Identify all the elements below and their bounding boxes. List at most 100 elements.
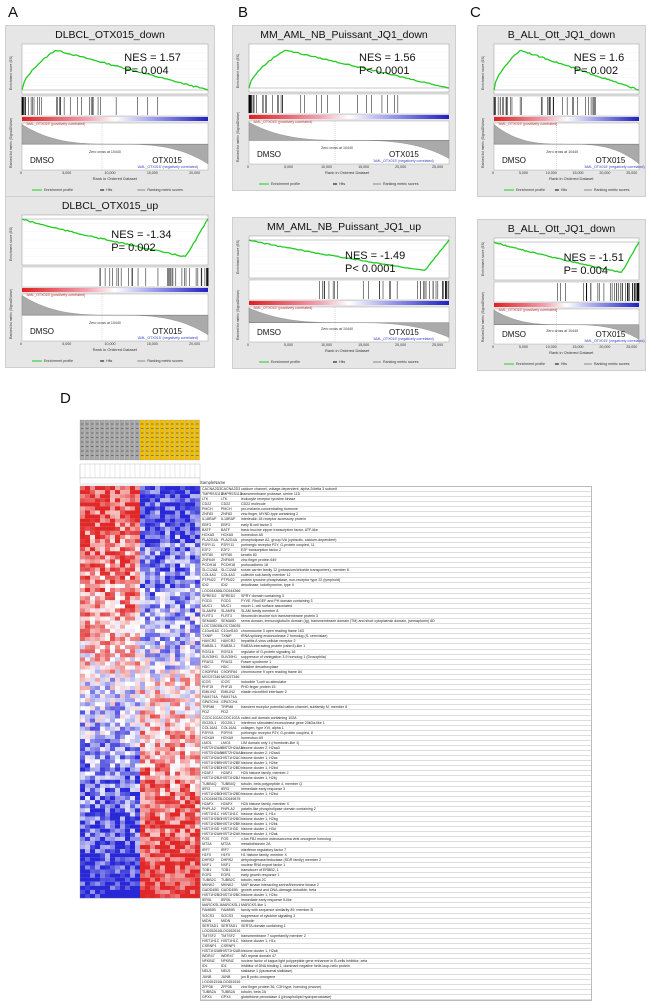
heatmap-cell <box>140 555 146 560</box>
heatmap-cell <box>190 555 196 560</box>
heatmap-cell <box>115 751 121 756</box>
heatmap-cell <box>120 608 126 613</box>
ranking-color-bar <box>249 115 449 119</box>
heatmap-cell <box>90 510 96 515</box>
heatmap-cell <box>110 592 116 597</box>
heatmap-cell <box>180 857 186 862</box>
heatmap-cell <box>90 522 96 527</box>
heatmap-cell <box>160 889 166 895</box>
heatmap-cell <box>100 526 106 531</box>
heatmap-cell <box>185 853 191 858</box>
heatmap-cell <box>165 845 171 850</box>
heatmap-cell <box>80 845 86 850</box>
heatmap-cell <box>165 522 171 527</box>
heatmap-cell <box>125 885 131 890</box>
heatmap-cell <box>125 763 131 768</box>
heatmap-cell <box>170 673 176 678</box>
gene-id: SLC12A8 <box>221 568 237 573</box>
x-tick-label: 15,000 <box>358 165 370 169</box>
heatmap-cell <box>190 820 196 825</box>
heatmap-cell <box>165 787 171 793</box>
heatmap-cell <box>145 812 151 817</box>
heatmap-cell <box>185 620 191 625</box>
heatmap-cell <box>150 779 156 784</box>
heatmap-cell <box>130 498 136 503</box>
gene-description: FYVE, RhoGEF and PH domain containing 3 <box>241 598 313 603</box>
heatmap-cell <box>105 661 111 666</box>
heatmap-cell <box>135 779 141 784</box>
heatmap-cell <box>155 698 161 703</box>
heatmap-cell <box>85 694 91 699</box>
heatmap-cell <box>90 800 96 805</box>
heatmap-cell <box>175 710 181 715</box>
heatmap-cell <box>170 889 176 895</box>
heatmap-cell <box>85 498 91 503</box>
heatmap-cell <box>85 877 91 882</box>
heatmap-cell <box>165 628 171 633</box>
heatmap-cell <box>170 632 176 638</box>
heatmap-cell <box>135 543 141 548</box>
heatmap-cell <box>180 624 186 629</box>
gene-symbol: FLRT3 <box>202 613 213 618</box>
gene-row: PCDH18 PCDH18 protocadherin 18 <box>201 563 591 569</box>
heatmap-cell <box>135 645 141 650</box>
heatmap-cell <box>150 885 156 890</box>
heatmap-cell <box>130 836 136 842</box>
heatmap-cell <box>95 865 101 870</box>
heatmap-cell <box>90 514 96 519</box>
legend-hits: Hits <box>106 188 113 192</box>
x-tick-label: 0 <box>20 342 22 346</box>
heatmap-cell <box>85 714 91 719</box>
heatmap-cell <box>120 530 126 536</box>
heatmap-cell <box>195 624 201 629</box>
heatmap-cell <box>165 869 171 874</box>
heatmap-cell <box>165 832 171 837</box>
heatmap-cell <box>180 583 186 589</box>
heatmap-cell <box>80 718 86 723</box>
heatmap-cell <box>135 710 141 715</box>
heatmap-cell <box>150 624 156 629</box>
heatmap-cell <box>140 747 146 752</box>
sample-header-cell <box>89 419 95 461</box>
gene-symbol: MKNK2 <box>202 883 215 888</box>
heatmap-cell <box>130 755 136 760</box>
heatmap-cell <box>170 853 176 858</box>
gene-id: MIDN <box>221 918 231 923</box>
heatmap-cell <box>155 845 161 850</box>
heatmap-cell <box>150 861 156 866</box>
heatmap-cell <box>105 894 111 899</box>
heatmap-cell <box>100 824 106 829</box>
heatmap-cell <box>125 583 131 589</box>
gene-row: HIST1H2BE HIST1H2BE histone cluster 1, H2b… <box>201 761 591 767</box>
heatmap-cell <box>145 743 151 748</box>
heatmap-cell <box>90 812 96 817</box>
heatmap-cell <box>185 571 191 576</box>
heatmap-cell <box>165 571 171 576</box>
heatmap-cell <box>110 661 116 666</box>
heatmap-cell <box>90 759 96 764</box>
heatmap-cell <box>190 767 196 772</box>
heatmap-cell <box>135 853 141 858</box>
heatmap-cell <box>90 796 96 801</box>
heatmap-cell <box>195 592 201 597</box>
heatmap-cell <box>185 869 191 874</box>
heatmap-cell <box>160 722 166 727</box>
hits-area <box>21 95 209 117</box>
heatmap-cell <box>85 885 91 890</box>
heatmap-cell <box>195 861 201 866</box>
heatmap-cell <box>80 881 86 886</box>
gene-symbol: SLAMF8 <box>202 608 216 613</box>
heatmap-cell <box>150 571 156 576</box>
es-y-axis-label: Enrichment score (ES) <box>236 239 240 274</box>
heatmap-cell <box>95 600 101 605</box>
condition-left-label: DMSO <box>257 150 281 159</box>
gene-symbol: RAB3IL1 <box>202 644 217 649</box>
heatmap-cell <box>120 559 126 564</box>
heatmap-cell <box>115 877 121 882</box>
heatmap-cell <box>100 796 106 801</box>
heatmap-cell <box>130 690 136 695</box>
x-tick-label: 25,000 <box>626 171 638 175</box>
heatmap-cell <box>150 755 156 760</box>
heatmap-cell <box>175 579 181 584</box>
heatmap-cell <box>125 641 131 646</box>
